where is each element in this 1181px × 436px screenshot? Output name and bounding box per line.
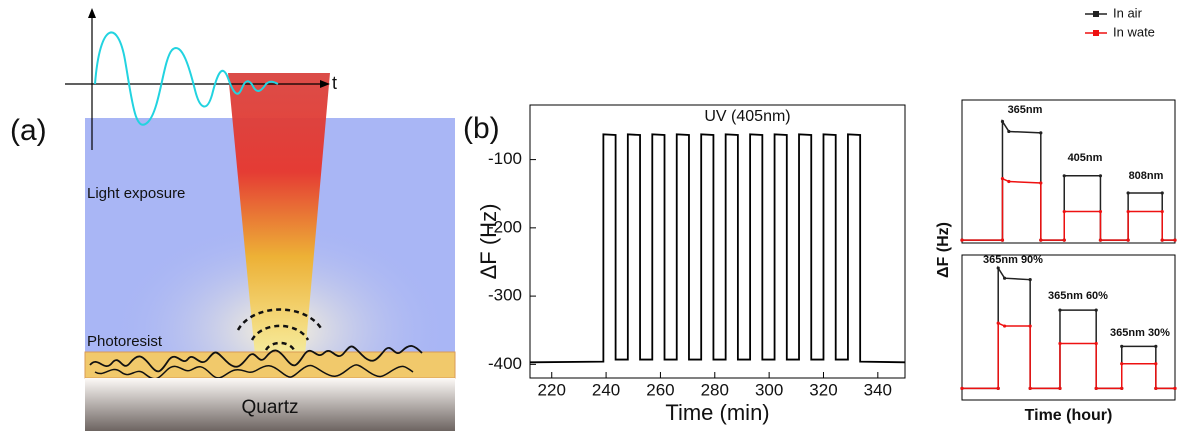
plot-frame <box>529 104 906 379</box>
x-tick-label: 240 <box>592 380 620 399</box>
annotation: 365nm 60% <box>1048 290 1108 302</box>
plot-frame <box>961 254 1176 401</box>
data-point <box>1003 276 1007 280</box>
data-point <box>996 321 1000 325</box>
region-label: Photoresist <box>87 333 163 350</box>
data-point <box>960 238 964 242</box>
data-point <box>1098 209 1103 214</box>
data-point <box>1120 362 1124 366</box>
data-point <box>1154 386 1158 390</box>
data-line <box>962 177 1175 241</box>
data-point <box>1126 209 1130 214</box>
data-point <box>1160 238 1164 242</box>
panel-a: (a) t Light exposure Photoresist Quartz <box>10 8 456 436</box>
x-axis-label: Time (min) <box>665 400 769 425</box>
light-beam <box>228 73 330 355</box>
panel-label: (a) <box>10 114 47 147</box>
region-label: Quartz <box>241 397 298 418</box>
data-point <box>1028 386 1032 390</box>
data-point <box>1160 191 1164 195</box>
y-tick-label: -300 <box>488 286 522 305</box>
data-point <box>1058 308 1062 312</box>
data-point <box>1120 386 1124 390</box>
y-tick-label: -400 <box>488 354 522 373</box>
data-point <box>1007 129 1011 134</box>
legend-marker <box>1093 11 1099 17</box>
quartz-substrate <box>85 378 455 431</box>
data-point <box>1120 344 1124 348</box>
data-point <box>1062 209 1066 214</box>
data-point <box>1000 177 1005 181</box>
region-label: Light exposure <box>87 185 185 202</box>
annotation: 808nm <box>1129 170 1164 182</box>
data-point <box>1039 238 1043 242</box>
data-point <box>1154 344 1158 348</box>
panel-label: (b) <box>463 112 500 145</box>
data-point <box>1062 238 1066 242</box>
data-point <box>1028 324 1032 328</box>
legend-marker <box>1093 30 1099 36</box>
data-point <box>1098 238 1103 242</box>
wave <box>94 31 279 126</box>
plot-frame <box>961 99 1176 244</box>
annotation: 365nm <box>1008 104 1043 116</box>
annotation: 365nm 90% <box>983 254 1043 266</box>
annotation: UV (405nm) <box>704 108 790 125</box>
data-point <box>1094 386 1098 390</box>
data-point <box>1062 174 1066 178</box>
data-point <box>996 386 1000 390</box>
polymer-chains <box>89 345 423 373</box>
data-point <box>960 386 964 390</box>
annotation: 405nm <box>1068 152 1103 164</box>
data-point <box>996 266 1000 270</box>
data-point <box>1003 324 1007 328</box>
data-point <box>1028 278 1032 282</box>
data-point <box>1154 362 1158 366</box>
data-point <box>1094 341 1098 346</box>
data-point <box>1126 238 1130 242</box>
data-point <box>1039 181 1043 185</box>
wavefront <box>250 324 310 341</box>
x-tick-label: 340 <box>864 380 892 399</box>
x-tick-label: 280 <box>701 380 729 399</box>
x-axis-label: Time (hour) <box>1025 407 1113 424</box>
data-point <box>1007 179 1011 184</box>
data-point <box>1058 341 1062 346</box>
data-point <box>1126 191 1130 195</box>
arrow <box>320 80 330 88</box>
legend-label: In air <box>1113 5 1143 20</box>
data-line <box>529 133 906 364</box>
y-axis-label: ΔF (Hz) <box>476 204 501 280</box>
y-tick-label: -200 <box>488 217 522 236</box>
data-point <box>1000 119 1005 124</box>
data-point <box>1160 209 1164 214</box>
data-point <box>1039 131 1043 135</box>
legend-label: In wate <box>1113 24 1155 39</box>
axis-label: t <box>332 73 337 93</box>
wavefront <box>264 341 296 351</box>
data-point <box>1173 238 1177 242</box>
data-point <box>1000 238 1005 242</box>
y-tick-label: -100 <box>488 149 522 168</box>
annotation: 365nm 30% <box>1110 327 1170 339</box>
data-point <box>1173 386 1177 390</box>
x-tick-label: 260 <box>646 380 674 399</box>
photoresist-layer <box>84 351 456 379</box>
x-tick-label: 300 <box>755 380 783 399</box>
data-point <box>1094 308 1098 312</box>
arrow <box>88 8 96 18</box>
x-tick-label: 220 <box>538 380 566 399</box>
x-tick-label: 320 <box>809 380 837 399</box>
data-point <box>1098 174 1103 178</box>
y-axis-label: ΔF (Hz) <box>935 222 952 278</box>
data-point <box>1058 386 1062 390</box>
wavefront <box>236 308 324 331</box>
